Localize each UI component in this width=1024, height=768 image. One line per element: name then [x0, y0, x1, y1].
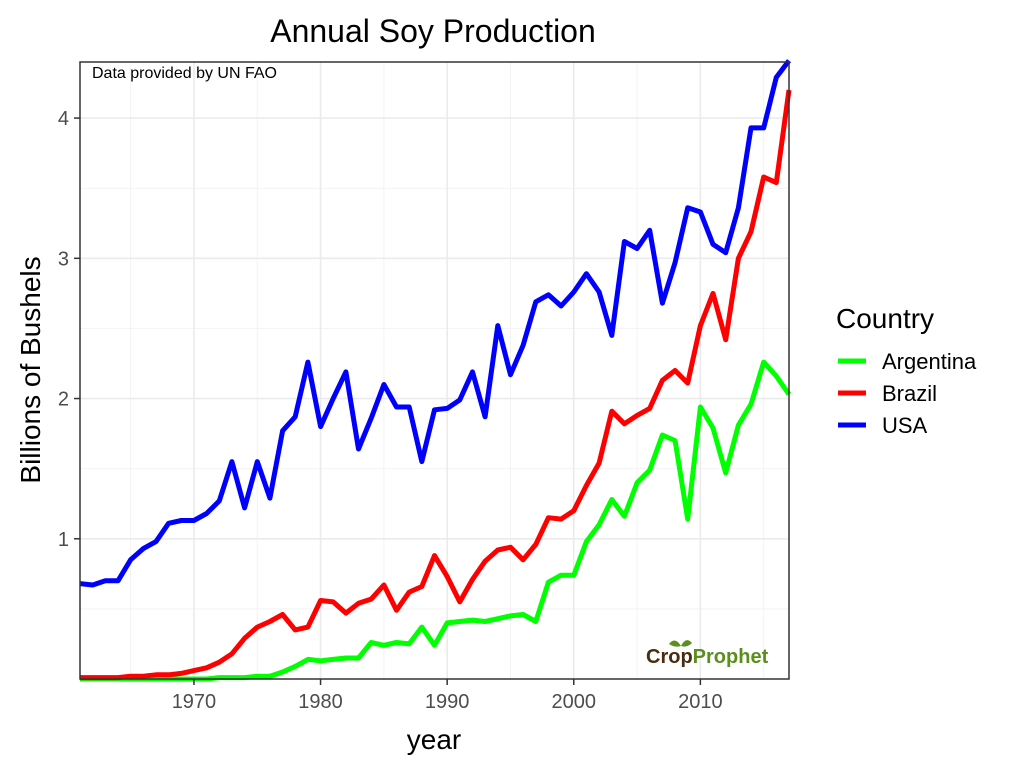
x-tick-label: 2010	[678, 691, 723, 713]
legend-label-usa: USA	[882, 413, 928, 438]
legend: Country Argentina Brazil USA	[836, 303, 977, 438]
sprout-icon	[669, 640, 692, 647]
x-tick-label: 2000	[552, 691, 597, 713]
series-line-usa	[79, 59, 791, 588]
panel-border	[79, 61, 790, 680]
y-axis-title: Billions of Bushels	[15, 256, 46, 483]
y-tick-label: 1	[58, 529, 69, 551]
plot-panel	[80, 62, 789, 679]
x-tick-label: 1990	[425, 691, 470, 713]
series-line-brazil	[80, 89, 792, 681]
y-axis-ticks: 1 2 3 4	[58, 108, 80, 551]
data-source-annotation: Data provided by UN FAO	[92, 65, 277, 82]
x-axis-ticks: 1970 1980 1990 2000 2010	[172, 679, 723, 713]
croprophet-logo: CropProphet	[646, 640, 769, 668]
x-tick-label: 1970	[172, 691, 217, 713]
logo-text-crop: Crop	[646, 646, 693, 668]
svg-text:CropProphet: CropProphet	[646, 646, 769, 668]
legend-label-brazil: Brazil	[882, 381, 937, 406]
x-axis-title: year	[407, 724, 461, 755]
chart-title: Annual Soy Production	[270, 13, 596, 49]
legend-title: Country	[836, 303, 934, 334]
y-tick-label: 2	[58, 389, 69, 411]
x-tick-label: 1980	[298, 691, 343, 713]
logo-text-prophet: Prophet	[693, 646, 769, 668]
y-tick-label: 3	[58, 248, 69, 270]
y-tick-label: 4	[58, 108, 69, 130]
legend-label-argentina: Argentina	[882, 349, 977, 374]
